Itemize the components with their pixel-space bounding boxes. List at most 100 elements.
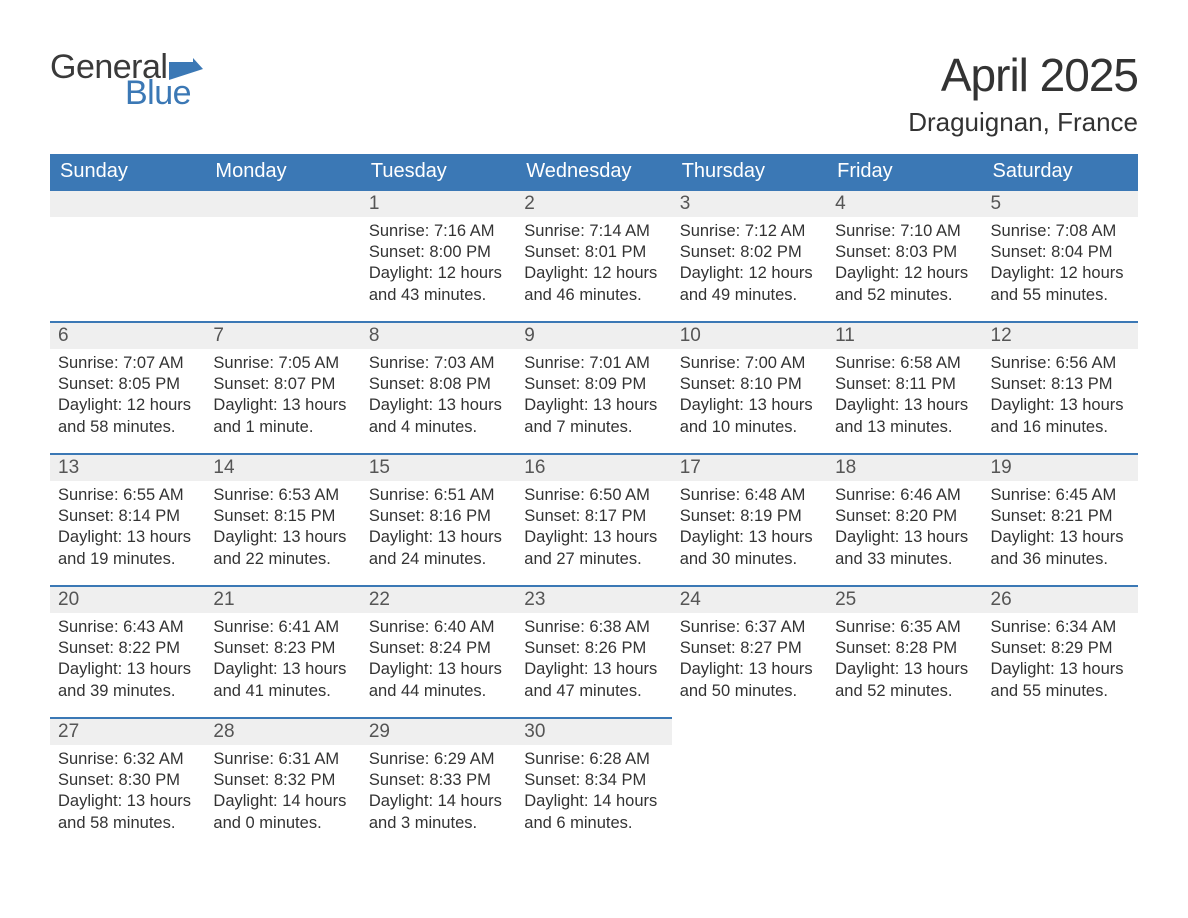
sunrise-row: Sunrise: 7:12 AM (680, 221, 819, 242)
sunset-row: Sunset: 8:02 PM (680, 242, 819, 263)
daylight-row: Daylight: 13 hours and 55 minutes. (991, 659, 1130, 702)
calendar-day-cell: 1 Sunrise: 7:16 AMSunset: 8:00 PMDaylight… (361, 189, 516, 321)
calendar-week-row: 20Sunrise: 6:43 AMSunset: 8:22 PMDayligh… (50, 585, 1138, 717)
sunrise-row-label: Sunrise: (524, 486, 589, 504)
sunrise-value: 6:45 AM (1056, 486, 1117, 504)
day-number: 27 (58, 721, 79, 742)
weekday-header: Tuesday (361, 154, 516, 189)
daylight-row: Daylight: 13 hours and 10 minutes. (680, 395, 819, 438)
sunrise-row-label: Sunrise: (524, 750, 589, 768)
daylight-row-label: Daylight: (369, 792, 438, 810)
calendar-day-cell: 11Sunrise: 6:58 AMSunset: 8:11 PMDayligh… (827, 321, 982, 453)
sunrise-row-label: Sunrise: (213, 354, 278, 372)
sunrise-value: 6:48 AM (745, 486, 806, 504)
sunset-value: 8:13 PM (1051, 375, 1112, 393)
daylight-row-label: Daylight: (991, 528, 1060, 546)
sunset-row: Sunset: 8:08 PM (369, 374, 508, 395)
daylight-row: Daylight: 14 hours and 3 minutes. (369, 791, 508, 834)
daylight-row: Daylight: 13 hours and 58 minutes. (58, 791, 197, 834)
day-number-band: 5 (983, 189, 1138, 217)
sunset-row-label: Sunset: (58, 639, 119, 657)
sunset-row: Sunset: 8:21 PM (991, 506, 1130, 527)
day-details: Sunrise: 7:10 AMSunset: 8:03 PMDaylight:… (827, 217, 982, 313)
calendar-header-row: SundayMondayTuesdayWednesdayThursdayFrid… (50, 154, 1138, 189)
calendar-day-cell (205, 189, 360, 321)
day-details: Sunrise: 7:08 AMSunset: 8:04 PMDaylight:… (983, 217, 1138, 313)
daylight-row: Daylight: 12 hours and 43 minutes. (369, 263, 508, 306)
sunrise-row: Sunrise: 7:03 AM (369, 353, 508, 374)
calendar-day-cell: 24Sunrise: 6:37 AMSunset: 8:27 PMDayligh… (672, 585, 827, 717)
sunset-value: 8:20 PM (896, 507, 957, 525)
daylight-row-label: Daylight: (369, 660, 438, 678)
sunrise-value: 6:55 AM (123, 486, 184, 504)
daylight-row: Daylight: 13 hours and 30 minutes. (680, 527, 819, 570)
sunrise-value: 6:46 AM (900, 486, 961, 504)
sunrise-row-label: Sunrise: (369, 354, 434, 372)
sunset-value: 8:03 PM (896, 243, 957, 261)
sunrise-row: Sunrise: 6:37 AM (680, 617, 819, 638)
daylight-row: Daylight: 12 hours and 58 minutes. (58, 395, 197, 438)
sunset-row: Sunset: 8:13 PM (991, 374, 1130, 395)
sunrise-row-label: Sunrise: (835, 618, 900, 636)
sunset-row: Sunset: 8:15 PM (213, 506, 352, 527)
sunset-row-label: Sunset: (524, 507, 585, 525)
title-block: April 2025 Draguignan, France (908, 50, 1138, 138)
sunrise-row-label: Sunrise: (58, 486, 123, 504)
day-number: 24 (680, 589, 701, 610)
day-details: Sunrise: 6:56 AMSunset: 8:13 PMDaylight:… (983, 349, 1138, 445)
daylight-row-label: Daylight: (213, 396, 282, 414)
calendar-body: 1 Sunrise: 7:16 AMSunset: 8:00 PMDaylight… (50, 189, 1138, 849)
day-number: 13 (58, 457, 79, 478)
sunset-value: 8:22 PM (119, 639, 180, 657)
sunrise-row-label: Sunrise: (680, 618, 745, 636)
day-number: 19 (991, 457, 1012, 478)
sunset-value: 8:14 PM (119, 507, 180, 525)
sunset-row: Sunset: 8:22 PM (58, 638, 197, 659)
sunrise-value: 7:03 AM (434, 354, 495, 372)
calendar-day-cell: 25Sunrise: 6:35 AMSunset: 8:28 PMDayligh… (827, 585, 982, 717)
daylight-row: Daylight: 13 hours and 24 minutes. (369, 527, 508, 570)
sunrise-row: Sunrise: 7:16 AM (369, 221, 508, 242)
sunset-row-label: Sunset: (680, 375, 741, 393)
day-details: Sunrise: 7:07 AMSunset: 8:05 PMDaylight:… (50, 349, 205, 445)
brand-word-2: Blue (125, 76, 203, 110)
sunset-row-label: Sunset: (835, 243, 896, 261)
day-number-band: 28 (205, 717, 360, 745)
sunset-value: 8:33 PM (429, 771, 490, 789)
sunrise-row-label: Sunrise: (369, 750, 434, 768)
daylight-row: Daylight: 13 hours and 33 minutes. (835, 527, 974, 570)
day-details: Sunrise: 6:58 AMSunset: 8:11 PMDaylight:… (827, 349, 982, 445)
day-details: Sunrise: 7:16 AMSunset: 8:00 PMDaylight:… (361, 217, 516, 313)
sunset-row-label: Sunset: (524, 639, 585, 657)
daylight-row-label: Daylight: (835, 396, 904, 414)
sunrise-row-label: Sunrise: (213, 750, 278, 768)
daylight-row-label: Daylight: (524, 264, 593, 282)
day-details: Sunrise: 6:45 AMSunset: 8:21 PMDaylight:… (983, 481, 1138, 577)
daylight-row: Daylight: 13 hours and 4 minutes. (369, 395, 508, 438)
day-number-band: 30 (516, 717, 671, 745)
sunrise-value: 6:50 AM (589, 486, 650, 504)
day-details: Sunrise: 7:01 AMSunset: 8:09 PMDaylight:… (516, 349, 671, 445)
day-number: 1 (369, 193, 380, 214)
sunrise-row: Sunrise: 7:08 AM (991, 221, 1130, 242)
sunrise-value: 6:43 AM (123, 618, 184, 636)
sunset-value: 8:26 PM (585, 639, 646, 657)
sunset-row-label: Sunset: (369, 771, 430, 789)
calendar-day-cell: 3Sunrise: 7:12 AMSunset: 8:02 PMDaylight… (672, 189, 827, 321)
daylight-row-label: Daylight: (680, 660, 749, 678)
day-details: Sunrise: 6:50 AMSunset: 8:17 PMDaylight:… (516, 481, 671, 577)
sunrise-value: 6:58 AM (900, 354, 961, 372)
day-details: Sunrise: 6:53 AMSunset: 8:15 PMDaylight:… (205, 481, 360, 577)
day-number: 30 (524, 721, 545, 742)
daylight-row: Daylight: 12 hours and 52 minutes. (835, 263, 974, 306)
daylight-row: Daylight: 13 hours and 41 minutes. (213, 659, 352, 702)
calendar-day-cell: 27Sunrise: 6:32 AMSunset: 8:30 PMDayligh… (50, 717, 205, 849)
day-details: Sunrise: 7:12 AMSunset: 8:02 PMDaylight:… (672, 217, 827, 313)
sunset-row: Sunset: 8:32 PM (213, 770, 352, 791)
sunrise-row-label: Sunrise: (369, 486, 434, 504)
day-details: Sunrise: 6:55 AMSunset: 8:14 PMDaylight:… (50, 481, 205, 577)
sunset-row-label: Sunset: (991, 243, 1052, 261)
day-number-band: 13 (50, 453, 205, 481)
daylight-row: Daylight: 13 hours and 7 minutes. (524, 395, 663, 438)
sunset-row-label: Sunset: (680, 507, 741, 525)
